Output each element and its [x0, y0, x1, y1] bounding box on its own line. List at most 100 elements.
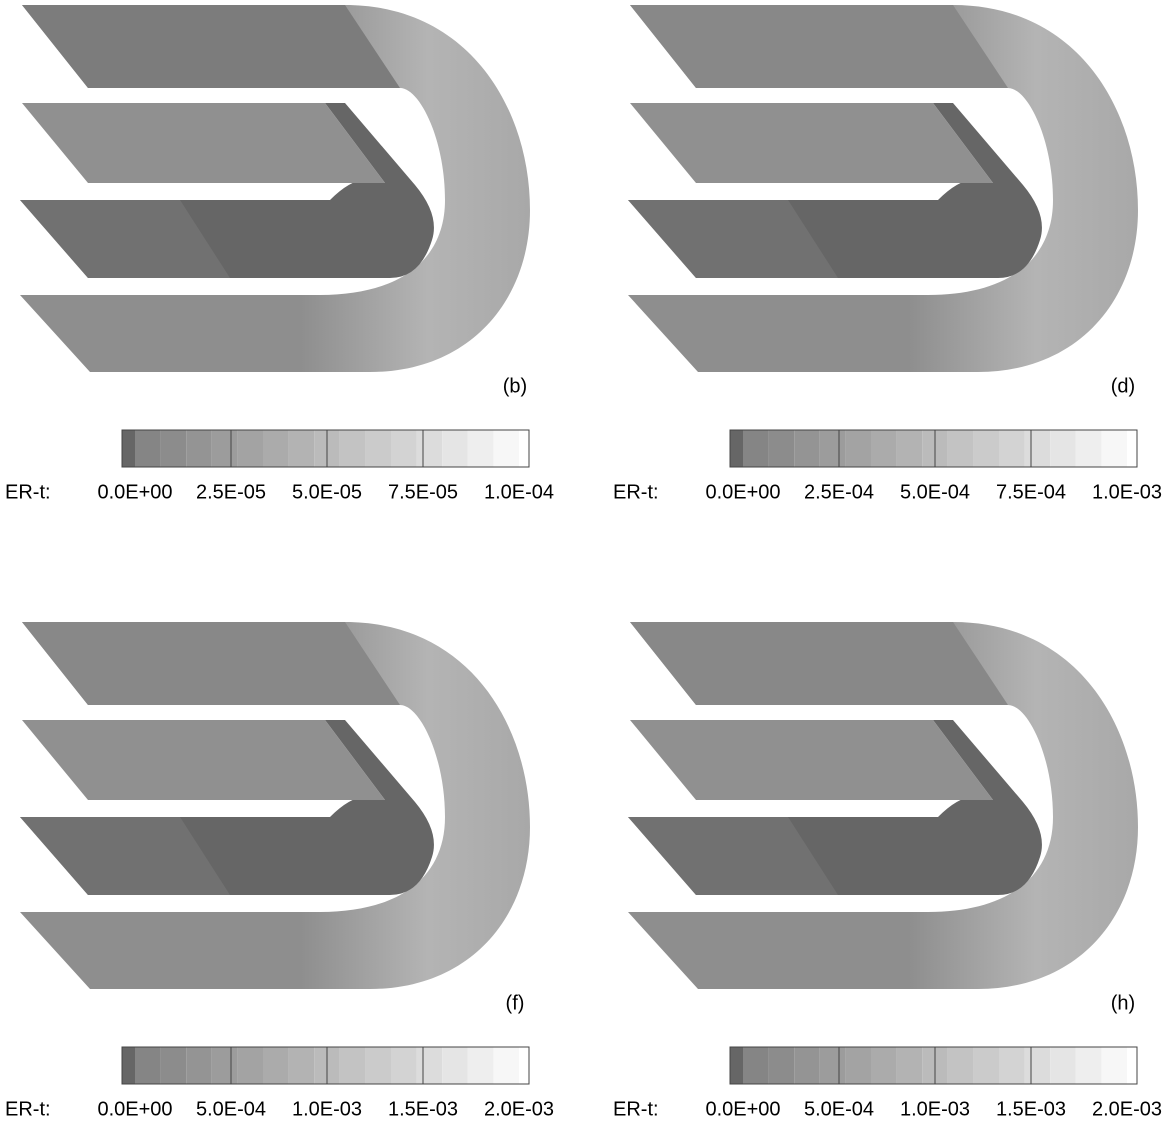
middle-strip: [630, 103, 993, 183]
colorbar-cell: [519, 1047, 529, 1084]
top-strip: [630, 622, 1008, 705]
colorbar-tick-label: 7.5E-04: [996, 481, 1066, 503]
colorbar-cell: [122, 430, 135, 467]
colorbar-cell: [1127, 430, 1137, 467]
colorbar-tick-label: 1.0E-03: [1092, 481, 1162, 503]
colorbar-tick-label: 0.0E+00: [97, 481, 172, 503]
colorbar-cell: [122, 1047, 135, 1084]
colorbar-cell: [211, 430, 238, 467]
colorbar-cell: [288, 1047, 315, 1084]
colorbar-cell: [519, 430, 529, 467]
colorbar-cell: [237, 430, 263, 467]
top-strip: [22, 622, 400, 705]
colorbar-cell: [263, 430, 289, 467]
colorbar-cell: [1050, 430, 1076, 467]
colorbar-cell: [135, 1047, 161, 1084]
colorbar-cell: [339, 430, 366, 467]
colorbar-cell: [845, 430, 871, 467]
colorbar-cell: [999, 1047, 1025, 1084]
colorbar-cell: [1075, 430, 1102, 467]
colorbar-cell: [1024, 1047, 1051, 1084]
panel-label: (d): [1111, 375, 1135, 397]
panel: (f) ER-t: 0.0E+00 5.0E-04 1.0E-03 1.5E-03 2.0E…: [5, 622, 554, 1120]
panel: (b) ER-t: 0.0E+00 2.5E-05 5.0E-05 7.5E-05 1.0E…: [5, 5, 554, 503]
colorbar-tick-label: 0.0E+00: [705, 481, 780, 503]
colorbar-cell: [794, 1047, 820, 1084]
lower-strip-fade: [20, 200, 230, 278]
colorbar-tick-label: 2.0E-03: [484, 1098, 554, 1120]
colorbar-tick-label: 1.5E-03: [388, 1098, 458, 1120]
outer-band: [20, 5, 530, 372]
colorbar-frame: [121, 429, 530, 468]
colorbar-cell: [768, 430, 795, 467]
colorbar-cell: [768, 1047, 795, 1084]
colorbar-cell: [339, 1047, 366, 1084]
colorbar-cell: [845, 1047, 871, 1084]
colorbar-cell: [442, 430, 468, 467]
colorbar-title: ER-t:: [5, 481, 51, 503]
colorbar-cell: [1101, 430, 1127, 467]
colorbar-tick-label: 5.0E-05: [292, 481, 362, 503]
colorbar-tick-label: 2.5E-05: [196, 481, 266, 503]
colorbar-cell: [947, 1047, 974, 1084]
colorbar-tick-label: 1.0E-04: [484, 481, 554, 503]
top-strip: [630, 5, 1008, 88]
lower-strip-fade: [628, 817, 838, 895]
colorbar-cell: [467, 430, 494, 467]
colorbar-tick-label: 1.5E-03: [996, 1098, 1066, 1120]
colorbar-cell: [263, 1047, 289, 1084]
colorbar-cell: [288, 430, 315, 467]
colorbar-cell: [819, 1047, 846, 1084]
colorbar-tick-label: 1.0E-03: [292, 1098, 362, 1120]
middle-strip: [22, 103, 385, 183]
colorbar-title: ER-t:: [613, 481, 659, 503]
panel-label: (f): [506, 992, 525, 1014]
outer-band: [628, 5, 1138, 372]
colorbar-cell: [442, 1047, 468, 1084]
colorbar-cell: [416, 430, 443, 467]
colorbar-cell: [493, 1047, 519, 1084]
colorbar-cell: [896, 430, 923, 467]
colorbar-cell: [467, 1047, 494, 1084]
outer-band: [628, 622, 1138, 989]
colorbar-cell: [871, 1047, 897, 1084]
colorbar-title: ER-t:: [613, 1098, 659, 1120]
outer-band: [20, 622, 530, 989]
colorbar-title: ER-t:: [5, 1098, 51, 1120]
lower-strip-fade: [628, 200, 838, 278]
colorbar-cell: [871, 430, 897, 467]
colorbar-cell: [160, 1047, 187, 1084]
colorbar-cell: [819, 430, 846, 467]
lower-strip-fade: [20, 817, 230, 895]
panel: (d) ER-t: 0.0E+00 2.5E-04 5.0E-04 7.5E-04 1.0E…: [613, 5, 1162, 503]
colorbar-cell: [365, 430, 391, 467]
colorbar-tick-label: 7.5E-05: [388, 481, 458, 503]
colorbar-tick-label: 1.0E-03: [900, 1098, 970, 1120]
colorbar-tick-label: 5.0E-04: [804, 1098, 874, 1120]
middle-strip: [22, 720, 385, 800]
middle-strip: [630, 720, 993, 800]
colorbar-cell: [365, 1047, 391, 1084]
colorbar-frame: [121, 1046, 530, 1085]
colorbar-cell: [1075, 1047, 1102, 1084]
colorbar-cell: [493, 430, 519, 467]
colorbar-cell: [743, 1047, 769, 1084]
colorbar-tick-label: 5.0E-04: [196, 1098, 266, 1120]
colorbar-frame: [729, 1046, 1138, 1085]
colorbar-cell: [730, 1047, 743, 1084]
colorbar-cell: [416, 1047, 443, 1084]
panel-label: (b): [503, 375, 527, 397]
colorbar-cell: [730, 430, 743, 467]
colorbar-tick-label: 2.5E-04: [804, 481, 874, 503]
colorbar-cell: [391, 430, 417, 467]
colorbar-cell: [160, 430, 187, 467]
colorbar-cell: [186, 1047, 212, 1084]
colorbar-cell: [794, 430, 820, 467]
colorbar-cell: [999, 430, 1025, 467]
colorbar-cell: [973, 430, 999, 467]
colorbar-cell: [211, 1047, 238, 1084]
colorbar-cell: [186, 430, 212, 467]
colorbar-cell: [1127, 1047, 1137, 1084]
colorbar-tick-label: 0.0E+00: [705, 1098, 780, 1120]
